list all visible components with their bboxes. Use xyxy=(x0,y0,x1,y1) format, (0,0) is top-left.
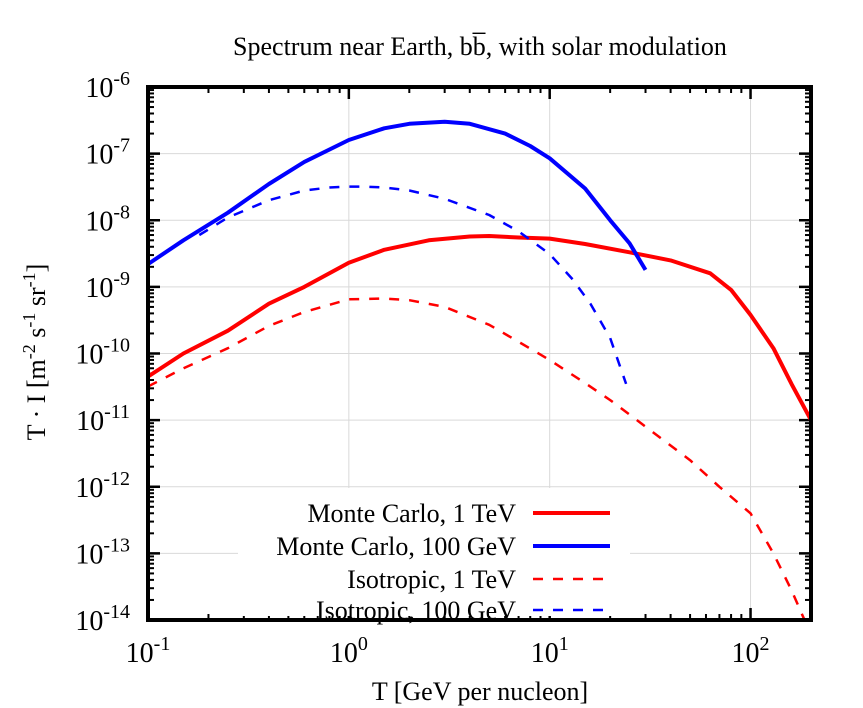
y-tick-label: 10-14 xyxy=(75,601,130,637)
plot-frame xyxy=(146,85,813,622)
y-tick-label: 10-8 xyxy=(85,201,130,237)
grid-lines xyxy=(148,87,811,620)
x-tick-label: 100 xyxy=(330,633,368,669)
y-tick-label: 10-11 xyxy=(76,401,130,437)
legend-label-3: Isotropic, 1 TeV xyxy=(347,565,516,594)
legend-label-1: Monte Carlo, 1 TeV xyxy=(307,499,516,528)
series-line-3 xyxy=(148,297,806,620)
y-tick-label: 10-13 xyxy=(75,534,130,570)
legend-label-2: Monte Carlo, 100 GeV xyxy=(276,532,516,561)
x-axis-label: T [GeV per nucleon] xyxy=(372,677,588,706)
legend: Monte Carlo, 1 TeV Monte Carlo, 100 GeV Is… xyxy=(276,499,610,625)
y-axis-label: T · I [m-2 s-1 sr-1] xyxy=(19,264,51,441)
series-line-1 xyxy=(148,234,811,422)
x-tick-label: 102 xyxy=(732,633,770,669)
tick-labels: 10-14 10-13 10-12 10-11 10-10 10-9 10-8 10-7 10-… xyxy=(75,68,769,669)
legend-background xyxy=(238,488,630,616)
y-tick-label: 10-10 xyxy=(75,335,130,371)
plot-area xyxy=(148,119,811,620)
x-tick-label: 10-1 xyxy=(126,633,171,669)
chart-title: Spectrum near Earth, bb̅, with solar mod… xyxy=(233,32,727,61)
series-line-4 xyxy=(198,185,628,385)
x-tick-label: 101 xyxy=(531,633,569,669)
y-tick-label: 10-7 xyxy=(85,135,130,171)
y-tick-label: 10-9 xyxy=(85,268,130,304)
series-line-2 xyxy=(148,119,648,271)
y-tick-label: 10-6 xyxy=(85,68,130,104)
y-tick-label: 10-12 xyxy=(75,468,130,504)
